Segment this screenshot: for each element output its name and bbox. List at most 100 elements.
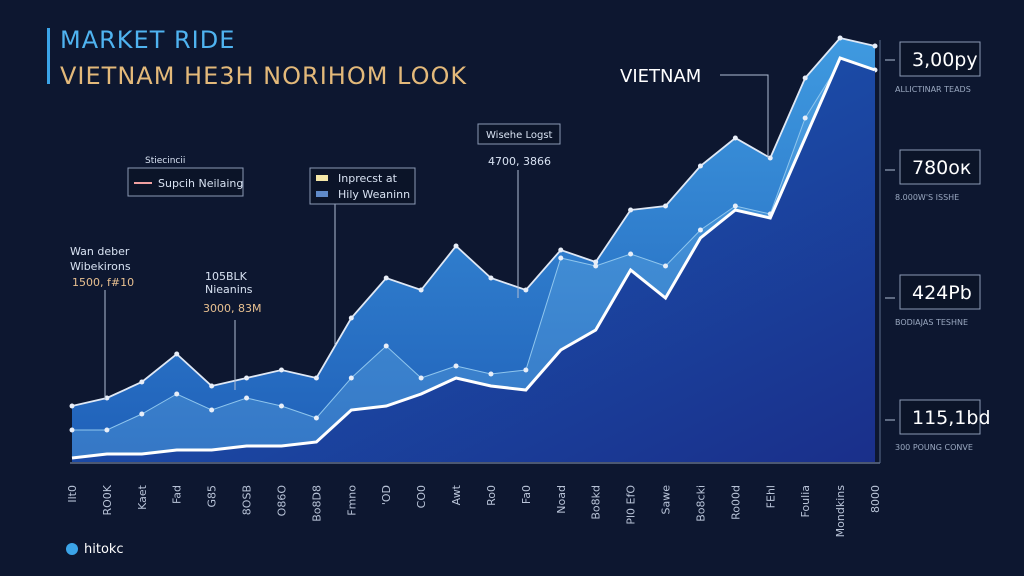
line bbox=[71, 56, 876, 460]
callout-caption: BODIAJAS TESHNE bbox=[895, 318, 968, 327]
point bbox=[418, 287, 424, 293]
point bbox=[313, 415, 319, 421]
x-tick-label: CO0 bbox=[415, 485, 428, 508]
legend-box bbox=[309, 167, 416, 205]
legend-label: Hily Weaninn bbox=[338, 188, 410, 201]
x-tick-label: Awt bbox=[450, 484, 463, 505]
chart-subtitle: VIETNAM HE3H NORIHOM LOOK bbox=[60, 62, 467, 90]
callout-value: 780ок bbox=[912, 157, 971, 179]
point bbox=[244, 395, 250, 401]
point bbox=[523, 287, 529, 293]
point bbox=[628, 207, 634, 213]
callout-value: 424Рb bbox=[912, 282, 972, 304]
point bbox=[593, 259, 599, 265]
point bbox=[313, 375, 319, 381]
point bbox=[278, 367, 284, 373]
x-tick-label: Kaet bbox=[136, 484, 149, 510]
callout-caption: ALLICTINAR TEADS bbox=[895, 85, 971, 94]
annotation: Wisehe Logst bbox=[486, 130, 553, 141]
point bbox=[69, 403, 75, 409]
point bbox=[278, 403, 284, 409]
callout-value: 115,1bd bbox=[912, 407, 991, 429]
legend-label: Supcih Neilaing bbox=[158, 177, 243, 190]
title-bar bbox=[47, 28, 50, 84]
x-tick-label: Bo8kd bbox=[590, 485, 603, 520]
x-tick-label: 8000 bbox=[869, 485, 882, 513]
point bbox=[348, 375, 354, 381]
x-tick-label: Fmno bbox=[345, 485, 358, 516]
point bbox=[732, 203, 738, 209]
line bbox=[72, 61, 876, 431]
chart-title: MARKET RIDE bbox=[60, 26, 235, 54]
point bbox=[209, 383, 215, 389]
point bbox=[174, 391, 180, 397]
annotation: Wan deber bbox=[70, 245, 130, 258]
annotation: 1500, f#10 bbox=[72, 276, 134, 289]
point bbox=[558, 255, 564, 261]
legend-heading: Stiecincii bbox=[145, 156, 185, 166]
callout-caption: 300 POUNG CONVE bbox=[895, 443, 973, 452]
annotation-box bbox=[477, 123, 561, 145]
x-tick-label: Fad bbox=[171, 485, 184, 504]
point bbox=[767, 155, 773, 161]
legend-label: Inprecst at bbox=[338, 172, 398, 185]
area bbox=[72, 58, 875, 462]
callout-box bbox=[899, 274, 981, 310]
leader-lines bbox=[104, 59, 895, 421]
x-tick-label: Foulia bbox=[799, 485, 812, 518]
callout-box bbox=[899, 399, 981, 435]
x-tick-label: Noad bbox=[555, 485, 568, 514]
x-tick-label: Fa0 bbox=[520, 485, 533, 504]
point bbox=[174, 351, 180, 357]
callout-box bbox=[899, 149, 981, 185]
x-tick-label: Bo8cki bbox=[694, 485, 707, 522]
point bbox=[418, 375, 424, 381]
point bbox=[104, 427, 110, 433]
point bbox=[802, 75, 808, 81]
point bbox=[139, 411, 145, 417]
x-tick-label: O86O bbox=[275, 485, 288, 517]
point bbox=[244, 375, 250, 381]
x-tick-label: RO0K bbox=[101, 484, 114, 515]
x-tick-label: Bo8D8 bbox=[310, 485, 323, 522]
brand: hitokc bbox=[84, 542, 124, 557]
x-tick-label: 8OSB bbox=[241, 485, 254, 515]
point bbox=[139, 379, 145, 385]
point bbox=[383, 343, 389, 349]
point bbox=[802, 115, 808, 121]
point bbox=[697, 227, 703, 233]
point bbox=[837, 35, 843, 41]
point bbox=[872, 43, 878, 49]
annotation: Wibekirons bbox=[70, 260, 131, 273]
point bbox=[732, 135, 738, 141]
annotation: VIETNAM bbox=[620, 66, 701, 87]
annotation: 105BLK bbox=[205, 270, 248, 283]
annotation: Nieanins bbox=[205, 283, 253, 296]
annotation: 4700, 3866 bbox=[488, 155, 551, 168]
brand-icon bbox=[66, 543, 78, 555]
point bbox=[348, 315, 354, 321]
annotation: 3000, 83M bbox=[203, 302, 261, 315]
plot bbox=[69, 35, 878, 462]
x-tick-label: Ilt0 bbox=[66, 485, 79, 503]
x-tick-label: G85 bbox=[206, 485, 219, 508]
x-tick-label: Ro0 bbox=[485, 485, 498, 506]
point bbox=[69, 427, 75, 433]
callout-box bbox=[899, 41, 981, 77]
point bbox=[488, 275, 494, 281]
line bbox=[71, 37, 876, 407]
point bbox=[453, 243, 459, 249]
point bbox=[558, 247, 564, 253]
callouts: 3,00ру ALLICTINAR TEADS 780ок 8.000W'S ISSH… bbox=[895, 41, 991, 452]
legend-swatch bbox=[316, 175, 328, 181]
callout-caption: 8.000W'S ISSHE bbox=[895, 193, 959, 202]
x-tick-label: Ro00d bbox=[729, 485, 742, 520]
x-tick-label: Sawe bbox=[660, 485, 673, 515]
x-tick-label: Mondkins bbox=[834, 485, 847, 538]
point bbox=[663, 203, 669, 209]
x-tick-label: 'OD bbox=[380, 485, 393, 505]
point bbox=[453, 363, 459, 369]
x-tick-label: Pl0 EfO bbox=[625, 485, 638, 525]
point bbox=[628, 251, 634, 257]
